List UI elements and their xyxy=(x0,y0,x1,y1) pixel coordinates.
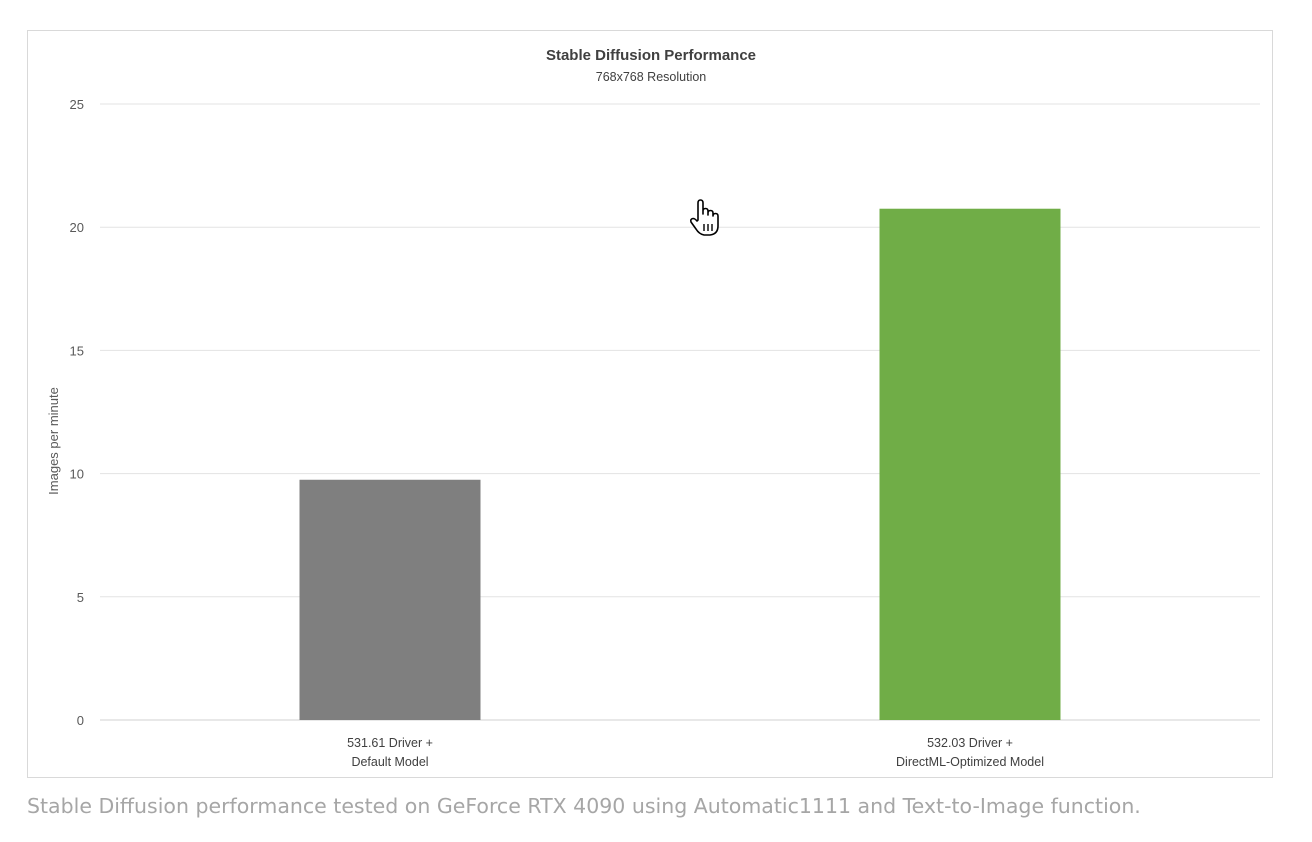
y-tick-label: 25 xyxy=(70,97,84,112)
chart-subtitle: 768x768 Resolution xyxy=(596,70,707,84)
bar xyxy=(299,479,481,720)
x-category-label: 531.61 Driver + xyxy=(347,736,433,750)
x-category-label: 532.03 Driver + xyxy=(927,736,1013,750)
bar-chart: Stable Diffusion Performance 768x768 Res… xyxy=(46,47,1260,769)
y-tick-label: 20 xyxy=(70,220,84,235)
hand-pointer-icon xyxy=(689,199,719,236)
chart-title: Stable Diffusion Performance xyxy=(546,47,756,64)
x-category-label: DirectML-Optimized Model xyxy=(896,755,1044,769)
y-tick-label: 10 xyxy=(70,467,84,482)
figure-caption: Stable Diffusion performance tested on G… xyxy=(27,794,1141,818)
y-tick-label: 0 xyxy=(77,713,84,728)
y-tick-label: 5 xyxy=(77,590,84,605)
chart-frame: Stable Diffusion Performance 768x768 Res… xyxy=(27,30,1273,778)
y-tick-label: 15 xyxy=(70,343,84,358)
y-axis-label: Images per minute xyxy=(46,387,61,495)
bar xyxy=(879,208,1061,720)
x-category-label: Default Model xyxy=(351,755,428,769)
